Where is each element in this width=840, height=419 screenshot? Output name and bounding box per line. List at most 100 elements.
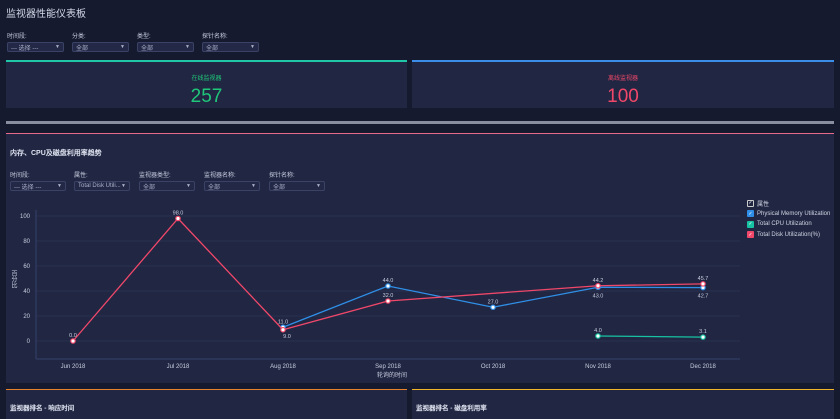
offline-label: 离线监视器: [607, 76, 638, 82]
chart-legend: ✓ 属性 ✓ Physical Memory Utilization ✓ Total …: [747, 198, 830, 240]
panel-title: 监视器排名 - 磁盘利用率: [416, 405, 487, 412]
legend-label: Physical Memory Utilization: [757, 210, 831, 217]
offline-count: 100: [607, 86, 639, 107]
data-label: 44.2: [593, 278, 604, 284]
trend-filter-monitor-type[interactable]: 监视器类型: 全部 ▼: [139, 170, 195, 191]
data-label: 43.0: [593, 293, 604, 299]
data-label: 27.0: [488, 299, 499, 305]
trend-chart: 0 20 40 60 80 100 Jun 2018 Jul 2018 Aug 2018 Sep …: [10, 210, 740, 379]
data-point: [595, 282, 601, 289]
data-point: [280, 326, 286, 333]
data-point: [595, 333, 601, 339]
chevron-down-icon: ▼: [250, 44, 255, 50]
x-tick-label: Nov 2018: [585, 364, 611, 370]
y-tick-label: 20: [23, 314, 30, 320]
data-label: 3.1: [699, 329, 707, 335]
y-tick-label: 0: [27, 339, 31, 345]
legend-item-disk[interactable]: ✓ Total Disk Utilization(%): [747, 230, 830, 241]
data-label: 4.0: [594, 328, 602, 334]
trend-filter-time[interactable]: 时间段: --- 选择 --- ▼: [10, 170, 66, 191]
filter-category[interactable]: 分类: 全部 ▼: [72, 31, 129, 52]
trend-filter-attribute[interactable]: 属性: Total Disk Utili... ▼: [74, 170, 130, 191]
online-count: 257: [190, 86, 223, 107]
x-tick-label: Oct 2018: [481, 364, 506, 370]
select-value: 全部: [143, 184, 156, 191]
data-point: [700, 334, 706, 340]
chevron-down-icon: ▼: [120, 44, 125, 50]
response-time-ranking-panel: 监视器排名 - 响应时间: [6, 389, 407, 419]
checkbox-icon: ✓: [747, 220, 754, 228]
chevron-down-icon: ▼: [251, 183, 256, 189]
data-point: [385, 298, 391, 304]
chevron-down-icon: ▼: [55, 44, 60, 50]
legend-item-cpu[interactable]: ✓ Total CPU Utilization: [747, 219, 830, 230]
y-tick-label: 60: [23, 264, 30, 270]
trend-filter-monitor-name[interactable]: 监视器名称: 全部 ▼: [204, 170, 260, 191]
filter-time-period[interactable]: 时间段: --- 选择 --- ▼: [7, 31, 64, 52]
filter-label: 时间段:: [7, 34, 27, 40]
filter-label: 监视器类型:: [139, 173, 171, 179]
y-tick-label: 100: [20, 214, 31, 220]
filter-label: 分类:: [72, 34, 86, 40]
chevron-down-icon: ▼: [121, 183, 126, 189]
y-tick-label: 80: [23, 239, 30, 245]
disk-utilization-ranking-panel: 监视器排名 - 磁盘利用率: [412, 389, 834, 419]
chevron-down-icon: ▼: [316, 183, 321, 189]
data-label: 42.7: [698, 294, 709, 300]
data-label: 0.0: [69, 333, 77, 339]
divider: [6, 121, 834, 124]
filter-label: 探针名称:: [269, 173, 295, 179]
online-monitors-card[interactable]: 在线监视器 257: [6, 60, 407, 108]
data-point: [490, 304, 496, 311]
filter-label: 类型:: [137, 34, 151, 40]
y-tick-label: 40: [23, 289, 30, 295]
data-label: 45.7: [698, 276, 709, 282]
select-value: 全部: [208, 184, 221, 191]
series-line-1: [597, 335, 704, 338]
filter-probe[interactable]: 探针名称: 全部 ▼: [202, 31, 259, 52]
trend-filter-probe[interactable]: 探针名称: 全部 ▼: [269, 170, 325, 191]
data-label: 98.0: [173, 211, 184, 217]
x-tick-label: Jul 2018: [167, 364, 190, 370]
filter-label: 监视器名称:: [204, 173, 236, 179]
filter-label: 属性:: [74, 173, 88, 179]
legend-title[interactable]: ✓ 属性: [747, 198, 830, 209]
select-value: Total Disk Utili...: [78, 183, 121, 189]
x-tick-label: Aug 2018: [270, 364, 296, 370]
data-label: 32.0: [383, 293, 394, 299]
data-label: 9.0: [283, 334, 291, 340]
offline-monitors-card[interactable]: 离线监视器 100: [412, 60, 834, 108]
x-tick-label: Sep 2018: [375, 364, 401, 370]
data-label: 44.0: [383, 278, 394, 284]
filter-type[interactable]: 类型: 全部 ▼: [137, 31, 194, 52]
chevron-down-icon: ▼: [185, 44, 190, 50]
legend-title-label: 属性: [757, 201, 770, 208]
x-axis-title: 轮询的时间: [377, 371, 407, 379]
page-title: 监视器性能仪表板: [6, 9, 86, 20]
legend-label: Total Disk Utilization(%): [757, 231, 821, 238]
legend-item-memory[interactable]: ✓ Physical Memory Utilization: [747, 209, 830, 220]
filter-label: 时间段:: [10, 173, 30, 179]
select-value: --- 选择 ---: [14, 184, 42, 191]
online-label: 在线监视器: [191, 76, 222, 82]
y-axis-title: 百分比: [10, 270, 17, 289]
checkbox-icon: ✓: [747, 199, 754, 207]
checkbox-icon: ✓: [747, 231, 754, 239]
x-tick-label: Jun 2018: [61, 364, 86, 370]
filter-label: 探针名称:: [202, 34, 228, 40]
checkbox-icon: ✓: [747, 210, 754, 218]
select-value: 全部: [206, 45, 219, 52]
select-value: 全部: [273, 184, 286, 191]
trend-title: 内存、CPU及磁盘利用率趋势: [10, 150, 102, 157]
data-point: [70, 338, 76, 344]
data-point: [385, 283, 391, 289]
select-value: 全部: [76, 45, 89, 52]
chevron-down-icon: ▼: [57, 183, 62, 189]
chevron-down-icon: ▼: [186, 183, 191, 189]
legend-label: Total CPU Utilization: [757, 221, 812, 228]
select-value: --- 选择 ---: [11, 45, 39, 52]
data-point: [175, 215, 181, 222]
select-value: 全部: [141, 45, 154, 52]
series-line-2: [72, 217, 704, 342]
panel-title: 监视器排名 - 响应时间: [10, 405, 75, 412]
